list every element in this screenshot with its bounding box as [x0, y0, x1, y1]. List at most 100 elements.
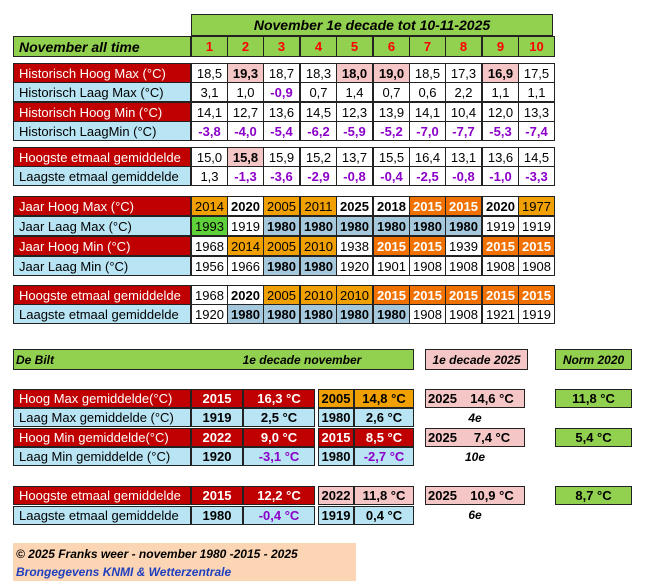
- year-cell: 2025: [336, 196, 373, 216]
- year-cell: 2015: [445, 196, 482, 216]
- current-value: 10,9 °C: [470, 488, 514, 503]
- temp-cell: 16,9: [482, 63, 519, 83]
- temp-cell: 14,5: [300, 102, 337, 122]
- year-etmaal-row-label: Hoogste etmaal gemiddelde: [13, 285, 191, 305]
- current-box: [425, 428, 525, 447]
- second-year: 1919: [318, 506, 354, 525]
- second-value: 14,8 °C: [354, 389, 414, 408]
- record-value: -3,1 °C: [243, 447, 315, 466]
- day-header: 4: [300, 36, 337, 57]
- temp-cell: 19,3: [227, 63, 264, 83]
- norm-value: 11,8 °C: [555, 389, 632, 408]
- year-etmaal-cell: 2015: [409, 285, 446, 305]
- temp-cell: -4,0: [227, 121, 264, 141]
- year-cell: 1980: [300, 216, 337, 236]
- year-cell: 2011: [300, 196, 337, 216]
- year-cell: 2014: [227, 236, 264, 256]
- record-value: 9,0 °C: [243, 428, 315, 447]
- year-cell: 1980: [263, 216, 300, 236]
- year-cell: 1980: [445, 216, 482, 236]
- record-year: 2022: [191, 428, 243, 447]
- current-value: 14,6 °C: [470, 391, 514, 406]
- year-cell: 1980: [336, 216, 373, 236]
- temp-cell: 18,3: [300, 63, 337, 83]
- year-cell: 2015: [409, 196, 446, 216]
- year-cell: 1919: [518, 216, 555, 236]
- current-header: 1e decade 2025: [425, 349, 528, 370]
- temp-cell: 0,6: [409, 82, 446, 102]
- year-row-label: Jaar Hoog Max (°C): [13, 196, 191, 216]
- year-cell: 1939: [445, 236, 482, 256]
- year-cell: 1920: [336, 256, 373, 276]
- etmaal-cell: -2,9: [300, 166, 337, 186]
- stat-label: Hoogste etmaal gemiddelde: [13, 486, 191, 505]
- year-etmaal-cell: 2015: [482, 285, 519, 305]
- etmaal-cell: 15,9: [263, 147, 300, 167]
- temp-cell: 10,4: [445, 102, 482, 122]
- temp-cell: 1,1: [518, 82, 555, 102]
- etmaal-cell: -3,3: [518, 166, 555, 186]
- temp-row-label: Historisch Hoog Min (°C): [13, 102, 191, 122]
- etmaal-cell: -2,5: [409, 166, 446, 186]
- year-etmaal-cell: 1921: [482, 304, 519, 324]
- record-year: 1920: [191, 447, 243, 466]
- year-row-label: Jaar Laag Min (°C): [13, 256, 191, 276]
- etmaal-cell: -1,3: [227, 166, 264, 186]
- temp-cell: 12,0: [482, 102, 519, 122]
- second-year: 2015: [318, 428, 354, 447]
- second-value: -2,7 °C: [354, 447, 414, 466]
- temp-cell: 19,0: [373, 63, 410, 83]
- etmaal-cell: -1,0: [482, 166, 519, 186]
- etmaal-cell: 15,0: [191, 147, 228, 167]
- year-cell: 2015: [409, 236, 446, 256]
- etmaal-cell: -0,4: [373, 166, 410, 186]
- year-cell: 1908: [518, 256, 555, 276]
- temp-cell: -6,2: [300, 121, 337, 141]
- year-etmaal-cell: 1980: [300, 304, 337, 324]
- year-etmaal-cell: 2005: [263, 285, 300, 305]
- temp-row-label: Historisch Laag Max (°C): [13, 82, 191, 102]
- temp-cell: -0,9: [263, 82, 300, 102]
- year-etmaal-cell: 2015: [518, 285, 555, 305]
- year-cell: 1993: [191, 216, 228, 236]
- year-etmaal-cell: 1980: [227, 304, 264, 324]
- second-year: 1980: [318, 447, 354, 466]
- current-year: 2025: [428, 430, 457, 445]
- temp-cell: 1,4: [336, 82, 373, 102]
- temp-cell: 1,1: [482, 82, 519, 102]
- current-box: [425, 389, 525, 408]
- stat-label: Laag Max gemiddelde (°C): [13, 408, 191, 427]
- year-cell: 1966: [227, 256, 264, 276]
- temp-cell: 13,6: [263, 102, 300, 122]
- temp-cell: 14,1: [409, 102, 446, 122]
- temp-cell: 14,1: [191, 102, 228, 122]
- record-value: 12,2 °C: [243, 486, 315, 505]
- year-cell: 1968: [191, 236, 228, 256]
- current-box: [425, 486, 525, 505]
- year-cell: 1980: [300, 256, 337, 276]
- temp-cell: 13,3: [518, 102, 555, 122]
- current-rank: 4e: [468, 411, 482, 425]
- second-year: 2022: [318, 486, 354, 505]
- current-year: 2025: [428, 391, 457, 406]
- temp-cell: -5,9: [336, 121, 373, 141]
- temp-cell: 1,0: [227, 82, 264, 102]
- year-cell: 2005: [263, 196, 300, 216]
- temp-cell: -3,8: [191, 121, 228, 141]
- temp-row-label: Historisch LaagMin (°C): [13, 121, 191, 141]
- temp-cell: 2,2: [445, 82, 482, 102]
- temp-cell: 18,5: [191, 63, 228, 83]
- record-value: -0,4 °C: [243, 506, 315, 525]
- record-value: 2,5 °C: [243, 408, 315, 427]
- year-cell: 2014: [191, 196, 228, 216]
- record-year: 2015: [191, 389, 243, 408]
- current-rank: 10e: [464, 450, 486, 464]
- norm-value: 5,4 °C: [555, 428, 632, 447]
- etmaal-cell: 13,6: [482, 147, 519, 167]
- temp-cell: -7,7: [445, 121, 482, 141]
- etmaal-cell: -0,8: [336, 166, 373, 186]
- day-header: 5: [336, 36, 373, 57]
- second-year: 2005: [318, 389, 354, 408]
- day-header: 6: [373, 36, 410, 57]
- etmaal-cell: -0,8: [445, 166, 482, 186]
